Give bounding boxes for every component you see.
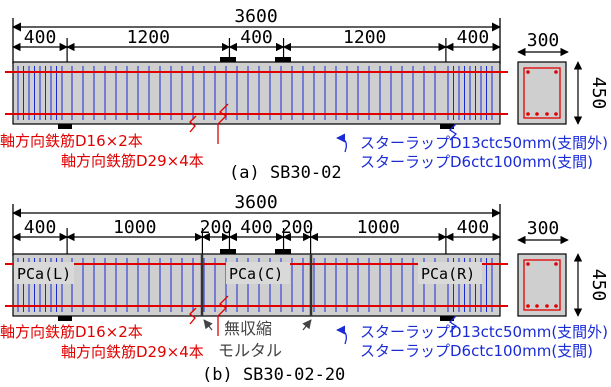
leader-red — [189, 307, 197, 325]
segment-right-label: PCa(R) — [421, 265, 475, 283]
stirrup-inner-label-a: スターラップD6ctc100mm(支間) — [360, 153, 593, 171]
figure-b: 3600 400 1000 200 400 200 1000 400 PCa(L) PCa(… — [0, 192, 609, 385]
segment-dim-value: 200 — [281, 217, 314, 238]
segment-dim-value: 400 — [24, 27, 57, 48]
rebar-bottom-label-a: 軸方向鉄筋D29×4本 — [61, 152, 204, 170]
section-stirrup-a — [523, 67, 561, 119]
segment-dims-a: 400 1200 400 1200 400 — [12, 27, 501, 62]
leader-red — [189, 115, 197, 133]
load-plate-right-b — [275, 249, 291, 254]
stirrup-outer-label-b: スターラップD13ctc50mm(支間外) — [360, 323, 608, 341]
support-left-b — [58, 316, 72, 321]
section-width-b: 300 — [527, 218, 560, 239]
segment-dim-value: 400 — [457, 27, 490, 48]
leader-blue — [336, 133, 348, 153]
segment-dim-value: 1200 — [127, 27, 170, 48]
leader-red — [217, 295, 229, 336]
load-plate-left-b — [220, 249, 236, 254]
cross-section-b — [517, 253, 567, 317]
stirrup-outer-label-a: スターラップD13ctc50mm(支間外) — [360, 134, 608, 152]
segment-center-label: PCa(C) — [229, 265, 283, 283]
segment-label-bg — [226, 262, 290, 284]
segment-dim-value: 400 — [457, 217, 490, 238]
support-right-a — [440, 124, 454, 129]
rebar-dot — [554, 70, 558, 74]
rebar-dot — [535, 304, 539, 308]
leader-mortar — [302, 319, 312, 331]
segment-dim-value: 1000 — [113, 217, 156, 238]
segment-label-bg — [418, 262, 482, 284]
total-dim-a: 3600 — [234, 6, 277, 27]
section-height-a: 450 — [588, 77, 609, 110]
segment-dim-value: 200 — [200, 217, 233, 238]
stirrup-inner-label-b: スターラップD6ctc100mm(支間) — [360, 342, 593, 360]
segment-dim-value: 400 — [24, 217, 57, 238]
cross-section-a — [517, 61, 567, 125]
rebar-dot — [526, 70, 530, 74]
leader-red — [217, 103, 229, 144]
support-left-a — [58, 124, 72, 129]
leader-mortar — [203, 319, 213, 331]
segment-dim-value: 1200 — [343, 27, 386, 48]
leader-blue — [448, 315, 458, 333]
rebar-dot — [526, 112, 530, 116]
load-plate-right-a — [275, 57, 291, 62]
stirrups-a — [17, 66, 493, 120]
leader-blue — [448, 123, 458, 141]
support-right-b — [440, 316, 454, 321]
caption-b: (b) SB30-02-20 — [202, 365, 345, 385]
segment-dims-b: 400 1000 200 400 200 1000 400 — [12, 217, 501, 254]
section-height-b: 450 — [588, 269, 609, 302]
segment-dim-value: 1000 — [357, 217, 400, 238]
total-dim-b: 3600 — [234, 192, 277, 213]
mortar-label-2: モルタル — [218, 341, 282, 360]
segment-label-bg — [14, 262, 74, 284]
section-stirrup-b — [523, 259, 561, 311]
rebar-dot — [554, 112, 558, 116]
rebar-top-label-a: 軸方向鉄筋D16×2本 — [0, 132, 143, 150]
section-width-a: 300 — [527, 30, 560, 51]
segment-dim-value: 400 — [240, 27, 273, 48]
rebar-bottom-label-b: 軸方向鉄筋D29×4本 — [61, 343, 204, 361]
load-plate-left-a — [220, 57, 236, 62]
rebar-dot — [545, 112, 549, 116]
segment-left-label: PCa(L) — [17, 265, 71, 283]
rebar-dot — [526, 304, 530, 308]
mortar-label-1: 無収縮 — [224, 319, 272, 338]
rebar-dot — [526, 262, 530, 266]
rebar-dot — [535, 112, 539, 116]
leader-blue — [336, 325, 348, 345]
rebar-dot — [554, 304, 558, 308]
caption-a: (a) SB30-02 — [229, 163, 342, 183]
rebar-dot — [554, 262, 558, 266]
figure-a: 3600 400 1200 400 1200 400 300 450 軸方向鉄筋D1 — [0, 6, 609, 183]
segment-dim-value: 400 — [240, 217, 273, 238]
rebar-dot — [545, 304, 549, 308]
rebar-top-label-b: 軸方向鉄筋D16×2本 — [0, 323, 143, 341]
